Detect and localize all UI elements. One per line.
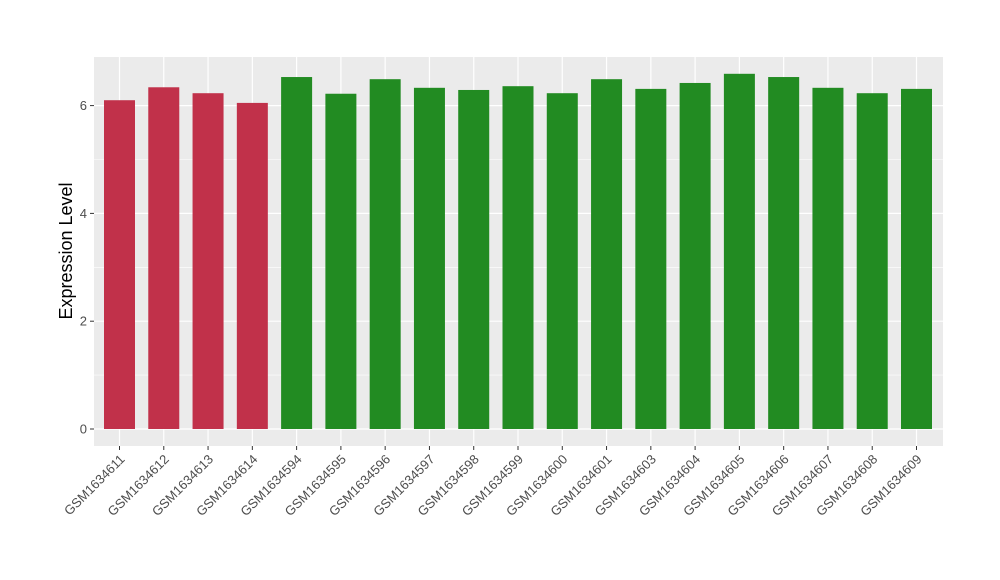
x-axis: GSM1634611GSM1634612GSM1634613GSM1634614…	[61, 446, 925, 519]
bar-GSM1634595	[325, 93, 357, 429]
bar-GSM1634601	[591, 79, 623, 430]
y-tick-label: 6	[80, 98, 87, 113]
bar-GSM1634614	[236, 102, 268, 429]
bar-GSM1634596	[369, 79, 401, 430]
bar-GSM1634597	[413, 87, 445, 430]
bar-GSM1634607	[812, 87, 844, 430]
bar-GSM1634599	[502, 86, 534, 430]
bar-GSM1634594	[281, 77, 313, 430]
y-tick-label: 2	[80, 314, 87, 329]
bar-GSM1634613	[192, 93, 224, 429]
bar-GSM1634600	[546, 93, 578, 429]
bar-GSM1634604	[679, 82, 711, 429]
y-axis: 0 2 4 6	[80, 98, 94, 437]
bar-GSM1634605	[723, 73, 755, 429]
bar-GSM1634611	[104, 100, 135, 430]
bar-GSM1634609	[901, 88, 932, 430]
y-axis-title: Expression Level	[56, 182, 76, 319]
bar-GSM1634606	[768, 77, 800, 430]
bar-GSM1634603	[635, 88, 667, 430]
y-tick-label: 4	[80, 206, 87, 221]
bars	[104, 73, 932, 430]
bar-GSM1634598	[458, 89, 490, 430]
y-tick-label: 0	[80, 422, 87, 437]
bar-GSM1634612	[148, 87, 180, 430]
bar-GSM1634608	[856, 93, 888, 429]
